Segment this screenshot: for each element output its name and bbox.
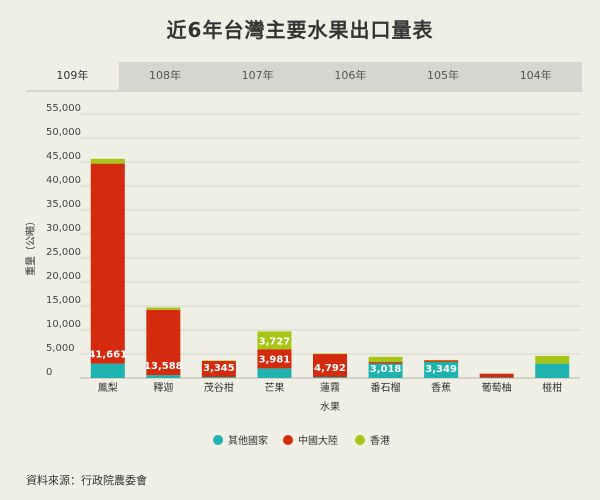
bar-other [90, 363, 125, 378]
x-tick-label: 蓮霧 [320, 381, 340, 394]
bar-hongkong [368, 356, 403, 363]
data-label: 3,981 [259, 354, 291, 365]
bar-other [368, 363, 403, 378]
bar-hongkong [90, 158, 125, 164]
data-label: 3,349 [425, 364, 457, 375]
bar-china [90, 163, 125, 364]
page-title: 近6年台灣主要水果出口量表 [166, 18, 434, 42]
bar-china [146, 309, 181, 376]
x-tick-label: 葡萄柚 [482, 381, 512, 394]
legend-marker [355, 435, 365, 445]
bar-other [313, 377, 347, 378]
x-tick-label: 茂谷柑 [204, 381, 234, 394]
bar-china [313, 354, 347, 378]
x-tick-label: 芒果 [264, 381, 284, 394]
bar-other [424, 361, 459, 378]
tab-108[interactable]: 108年 [149, 69, 181, 82]
bar-hongkong [146, 307, 181, 310]
x-tick-label: 鳳梨 [98, 381, 118, 394]
y-tick-label: 0 [46, 367, 52, 378]
tab-104[interactable]: 104年 [519, 69, 552, 82]
year-tabs: 109年 108年 107年 106年 105年 104年 [26, 62, 582, 90]
bar-china [201, 360, 236, 378]
legend-label: 其他國家 [228, 434, 268, 447]
legend-marker [213, 435, 223, 445]
bar-hongkong [424, 360, 459, 361]
y-tick-label: 10,000 [46, 319, 81, 330]
data-label: 3,018 [370, 364, 402, 375]
tab-105[interactable]: 105年 [427, 69, 460, 82]
tab-106[interactable]: 106年 [334, 69, 367, 82]
bar-hongkong [535, 355, 570, 364]
x-tick-label: 番石榴 [371, 381, 401, 394]
data-label: 13,588 [144, 361, 183, 372]
y-tick-label: 5,000 [46, 343, 75, 354]
y-tick-label: 40,000 [46, 175, 81, 186]
x-tick-label: 釋迦 [153, 382, 173, 394]
legend-label: 香港 [370, 435, 390, 447]
bar-china [479, 373, 514, 378]
tab-107[interactable]: 107年 [241, 69, 274, 82]
bar-china [424, 360, 459, 362]
bar-hongkong [257, 331, 292, 350]
bar-china [368, 362, 403, 364]
y-tick-label: 35,000 [46, 199, 81, 210]
bar-hongkong [201, 360, 236, 362]
y-tick-label: 20,000 [46, 271, 81, 282]
data-label: 3,727 [259, 336, 291, 347]
bar-other [479, 377, 514, 379]
y-tick-label: 50,000 [46, 127, 81, 138]
bar-hongkong [313, 353, 347, 355]
y-tick-label: 25,000 [46, 247, 81, 258]
bar-other [257, 368, 292, 378]
y-axis-title: 重量（公噸） [24, 216, 37, 276]
y-tick-label: 15,000 [46, 295, 81, 306]
tab-panel-rule [26, 90, 582, 92]
bar-other [201, 377, 236, 378]
legend-label: 中國大陸 [298, 434, 338, 447]
x-tick-label: 香蕉 [431, 382, 451, 394]
bar-china [257, 349, 292, 369]
y-tick-label: 30,000 [46, 223, 81, 234]
data-label: 4,792 [314, 363, 346, 374]
data-label: 3,345 [203, 363, 235, 374]
tab-109[interactable]: 109年 [26, 62, 119, 90]
legend-marker [283, 435, 293, 445]
source-note: 資料來源：行政院農委會 [26, 474, 147, 487]
bar-other [146, 375, 181, 378]
y-tick-label: 55,000 [46, 103, 81, 114]
x-tick-label: 椪柑 [542, 381, 562, 394]
bar-other [535, 363, 570, 378]
x-axis-title: 水果 [320, 401, 340, 413]
y-tick-label: 45,000 [46, 151, 81, 162]
data-label: 41,661 [88, 350, 127, 361]
